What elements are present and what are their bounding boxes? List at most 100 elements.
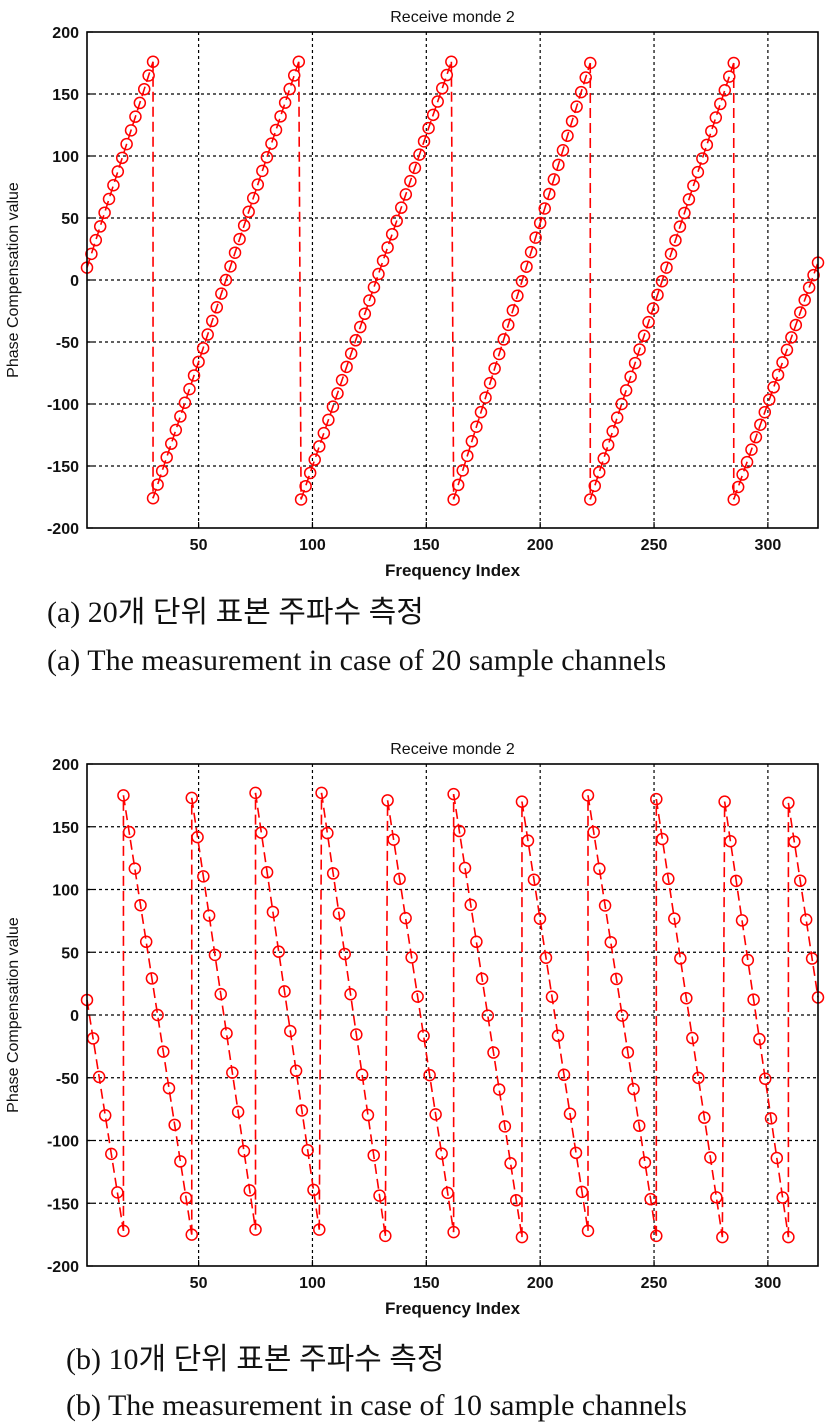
data-point (470, 935, 483, 949)
data-point (709, 111, 723, 124)
series-line (787, 802, 819, 998)
data-point (543, 187, 556, 201)
data-point (651, 288, 664, 302)
data-point (373, 1189, 386, 1202)
y-tick-label: 150 (52, 820, 79, 837)
data-point (129, 110, 142, 123)
data-point (570, 100, 583, 113)
data-point (606, 425, 619, 438)
data-point (137, 82, 151, 96)
data-point (650, 792, 663, 806)
data-point (782, 796, 795, 810)
data-point (197, 870, 210, 883)
data-point (174, 1155, 187, 1168)
data-point (565, 114, 579, 128)
data-point (284, 1024, 297, 1038)
y-tick-label: 200 (52, 757, 79, 774)
data-point (745, 443, 758, 456)
data-point (660, 261, 673, 274)
chart-title: Receive monde 2 (390, 741, 515, 758)
data-point (453, 824, 466, 838)
data-point (678, 206, 691, 220)
data-point (627, 1082, 640, 1096)
chart-b: 50 100 150 200 250 300 -200 -150 -100 -50 0 50 100 15… (5, 741, 825, 1318)
y-tick-label: -50 (56, 1071, 79, 1088)
data-point (215, 287, 228, 300)
data-point (251, 178, 265, 191)
data-point (249, 786, 262, 800)
chart-title: Receive monde 2 (390, 9, 515, 26)
data-point (142, 69, 155, 82)
data-point (105, 1147, 118, 1161)
data-point (798, 293, 811, 307)
data-point (191, 830, 204, 844)
data-point (656, 832, 669, 846)
data-point (440, 68, 454, 82)
data-point (753, 1032, 766, 1046)
series-wrap-line (721, 801, 726, 1238)
data-point (111, 165, 125, 178)
data-point (405, 951, 418, 964)
data-point (381, 794, 394, 807)
series-wrap-line (318, 792, 323, 1230)
data-point (260, 866, 274, 879)
data-point (700, 138, 714, 152)
y-tick-label: -200 (47, 1259, 79, 1276)
x-tick-label: 300 (755, 537, 782, 554)
data-point (155, 464, 169, 478)
data-point (423, 1068, 436, 1082)
data-point (498, 1120, 512, 1133)
data-point (233, 232, 246, 246)
data-point (691, 165, 705, 179)
data-point (399, 188, 413, 201)
data-point (349, 334, 362, 347)
data-point (299, 479, 312, 493)
x-tick-label: 150 (413, 537, 440, 554)
data-point (464, 898, 477, 912)
y-tick-label: 100 (52, 883, 79, 900)
data-point (224, 260, 237, 273)
data-point (139, 935, 153, 949)
data-point (668, 912, 681, 925)
data-point (417, 135, 431, 148)
data-point (758, 405, 772, 419)
data-point (557, 1068, 571, 1082)
data-point (335, 373, 349, 387)
data-point (128, 862, 142, 875)
data-point (214, 987, 227, 1001)
series-line (655, 799, 724, 1238)
data-point (740, 455, 754, 469)
data-point (669, 234, 682, 247)
y-tick-label: 0 (70, 1008, 79, 1025)
series-wrap-line (450, 61, 455, 500)
data-point (470, 420, 483, 433)
data-point (308, 453, 321, 466)
data-point (686, 1031, 699, 1045)
series-line (386, 800, 455, 1233)
data-point (363, 294, 376, 307)
caption-b-korean: (b) 10개 단위 표본 주파수 측정 (66, 1343, 445, 1376)
data-point (524, 245, 538, 259)
data-point (331, 387, 344, 400)
data-point (326, 400, 340, 413)
data-point (160, 451, 173, 464)
data-point (361, 1108, 375, 1122)
data-point (151, 1008, 164, 1022)
data-point (552, 158, 565, 172)
x-tick-label: 100 (299, 1275, 326, 1292)
data-point (723, 70, 736, 83)
series-line (521, 801, 589, 1231)
data-point (169, 423, 183, 437)
data-point (487, 1046, 500, 1059)
data-point (165, 437, 178, 450)
data-point (520, 260, 533, 273)
data-point (381, 241, 394, 254)
data-point (115, 151, 129, 165)
data-point (492, 1083, 506, 1096)
data-point (545, 990, 559, 1003)
series-line (723, 801, 790, 1238)
series-group (80, 55, 825, 506)
data-point (488, 362, 501, 375)
data-point (696, 152, 709, 165)
y-tick-label: 100 (52, 149, 79, 166)
